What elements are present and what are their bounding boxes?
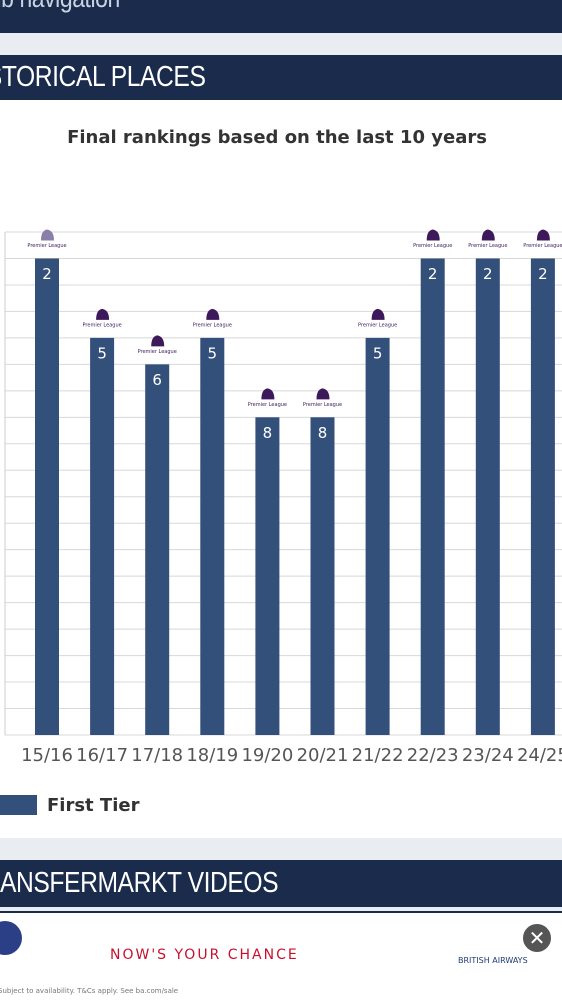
ad-banner[interactable]: NOW'S YOUR CHANCE BRITISH AIRWAYS Subjec… [0, 911, 562, 1002]
section-header: HISTORICAL PLACES [0, 55, 562, 100]
ad-close-button[interactable]: ✕ [522, 923, 552, 953]
data-label: 5 [208, 344, 218, 362]
badge-label: Premier League [468, 243, 507, 249]
videos-header: TRANSFERMARKT VIDEOS [0, 860, 562, 907]
league-badge [426, 229, 440, 241]
x-tick-label: 17/18 [131, 745, 183, 766]
badge-label: Premier League [27, 243, 66, 249]
x-tick-label: 24/25 [517, 745, 562, 766]
legend-swatch [0, 795, 37, 815]
bar [145, 364, 170, 735]
chart: Final rankings based on the last 10 year… [0, 127, 562, 816]
badge-label: Premier League [138, 349, 177, 355]
badge-label: Premier League [248, 402, 287, 408]
badge-label: Premier League [303, 402, 342, 408]
x-tick-label: 22/23 [407, 745, 459, 766]
data-label: 6 [152, 371, 162, 389]
videos-title: TRANSFERMARKT VIDEOS [0, 867, 279, 899]
league-badge [206, 308, 220, 320]
nav-bar: Club navigation [0, 0, 562, 33]
bar [35, 258, 59, 735]
league-badge [536, 229, 550, 241]
badge-label: Premier League [193, 322, 232, 328]
badge-label: Premier League [523, 243, 562, 249]
data-label: 2 [538, 265, 548, 283]
league-badge [371, 308, 385, 320]
league-badge [96, 308, 110, 320]
badge-label: Premier League [413, 243, 452, 249]
league-badge [41, 229, 54, 241]
league-badge [481, 229, 495, 241]
x-tick-label: 16/17 [76, 745, 128, 766]
bar [255, 417, 280, 735]
chart-title: Final rankings based on the last 10 year… [67, 127, 487, 148]
x-tick-label: 19/20 [241, 745, 293, 766]
badge-label: Premier League [83, 322, 122, 328]
bar [200, 337, 225, 735]
data-label: 8 [318, 424, 328, 442]
ad-brand: BRITISH AIRWAYS [458, 956, 528, 965]
data-label: 2 [428, 265, 438, 283]
ad-disclaimer: Subject to availability. T&Cs apply. See… [0, 987, 179, 995]
bar [420, 258, 445, 735]
x-tick-label: 23/24 [462, 745, 514, 766]
data-label: 2 [483, 265, 493, 283]
bar [475, 258, 500, 735]
badge-label: Premier League [358, 322, 397, 328]
legend-label: First Tier [47, 795, 140, 816]
bar [365, 337, 390, 735]
x-tick-label: 18/19 [186, 745, 238, 766]
x-tick-label: 21/22 [352, 745, 404, 766]
data-label: 5 [373, 344, 383, 362]
ad-logo [0, 921, 22, 955]
league-badge [316, 388, 330, 400]
bar [530, 258, 555, 735]
league-badge [151, 335, 165, 347]
bar [90, 337, 115, 735]
data-label: 8 [263, 424, 273, 442]
chart-panel: Final rankings based on the last 10 year… [0, 100, 562, 838]
x-tick-label: 20/21 [297, 745, 349, 766]
section-title: HISTORICAL PLACES [0, 61, 206, 93]
nav-title: Club navigation [0, 0, 120, 14]
x-tick-label: 15/16 [21, 745, 73, 766]
bar [310, 417, 335, 735]
data-label: 2 [42, 265, 52, 283]
league-badge [261, 388, 275, 400]
data-label: 5 [97, 344, 107, 362]
ad-headline: NOW'S YOUR CHANCE [110, 947, 299, 963]
